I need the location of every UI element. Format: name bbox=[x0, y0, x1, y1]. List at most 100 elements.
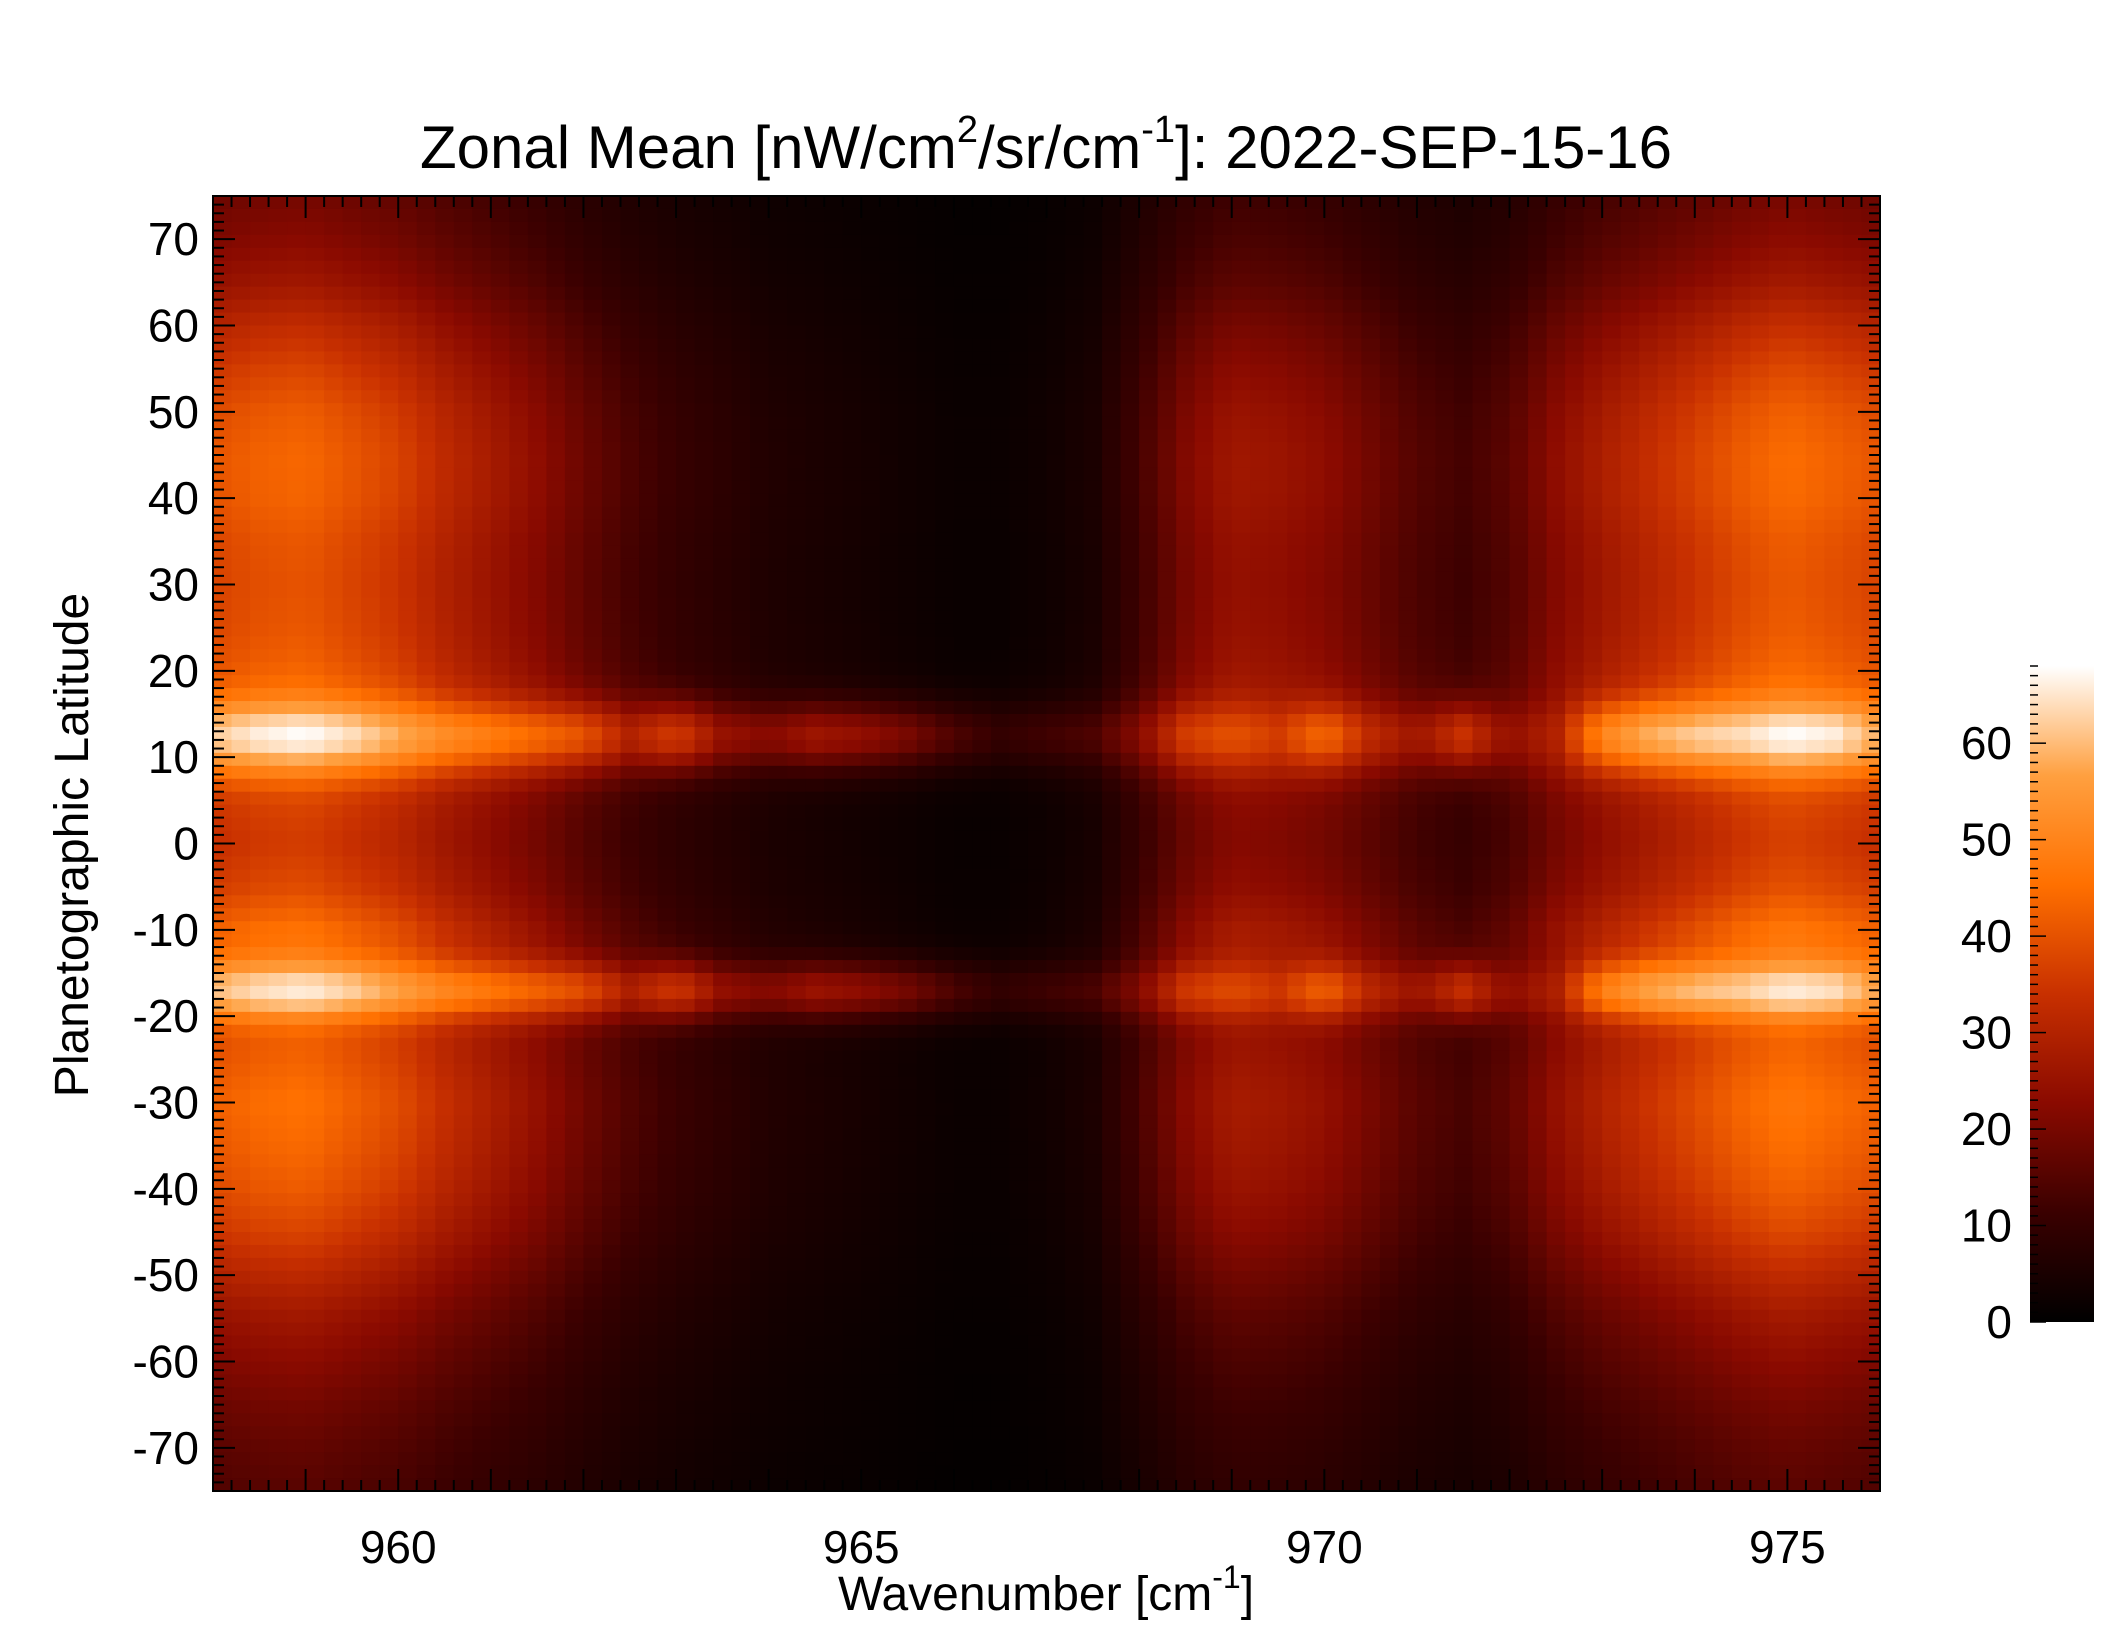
heatmap-cell bbox=[1231, 519, 1251, 534]
heatmap-cell bbox=[953, 739, 974, 754]
heatmap-cell bbox=[787, 442, 807, 456]
heatmap-cell bbox=[1250, 688, 1270, 702]
heatmap-cell bbox=[861, 390, 881, 404]
heatmap-cell bbox=[342, 558, 362, 573]
heatmap-cell bbox=[1861, 843, 1881, 858]
heatmap-cell bbox=[1324, 675, 1344, 689]
heatmap-cell bbox=[1194, 442, 1214, 456]
heatmap-cell bbox=[1268, 364, 1288, 378]
heatmap-cell bbox=[213, 467, 233, 482]
heatmap-cell bbox=[361, 493, 381, 508]
heatmap-cell bbox=[250, 312, 270, 327]
heatmap-cell bbox=[1398, 467, 1418, 482]
heatmap-cell bbox=[379, 714, 399, 728]
heatmap-cell bbox=[805, 636, 825, 650]
heatmap-cell bbox=[990, 532, 1011, 547]
heatmap-cell bbox=[1694, 778, 1714, 793]
heatmap-cell bbox=[546, 869, 566, 883]
heatmap-cell bbox=[416, 532, 436, 547]
heatmap-cell bbox=[1361, 830, 1381, 845]
heatmap-cell bbox=[305, 610, 325, 624]
heatmap-cell bbox=[1509, 455, 1529, 469]
heatmap-cell bbox=[1324, 221, 1344, 236]
heatmap-cell bbox=[1083, 739, 1103, 754]
heatmap-cell bbox=[1213, 429, 1233, 443]
heatmap-cell bbox=[731, 908, 751, 922]
heatmap-cell bbox=[1491, 649, 1511, 663]
heatmap-cell bbox=[750, 791, 770, 806]
heatmap-cell bbox=[1435, 455, 1455, 469]
heatmap-cell bbox=[1009, 739, 1029, 754]
heatmap-cell bbox=[287, 325, 307, 340]
heatmap-cell bbox=[1491, 739, 1511, 754]
heatmap-cell bbox=[1805, 662, 1826, 676]
heatmap-cell bbox=[287, 856, 307, 870]
heatmap-cell bbox=[731, 830, 751, 845]
heatmap-cell bbox=[305, 895, 325, 909]
heatmap-cell bbox=[1305, 351, 1325, 365]
heatmap-cell bbox=[1342, 804, 1362, 819]
heatmap-cell bbox=[1787, 765, 1807, 780]
heatmap-cell bbox=[1305, 791, 1325, 806]
heatmap-cell bbox=[787, 830, 807, 845]
heatmap-cell bbox=[1453, 804, 1474, 819]
heatmap-cell bbox=[1361, 519, 1381, 534]
heatmap-cell bbox=[1768, 688, 1788, 702]
heatmap-cell bbox=[213, 260, 233, 275]
heatmap-cell bbox=[1046, 597, 1066, 611]
heatmap-cell bbox=[305, 286, 325, 301]
heatmap-cell bbox=[1342, 869, 1362, 883]
heatmap-cell bbox=[861, 429, 881, 443]
heatmap-cell bbox=[564, 196, 585, 210]
heatmap-cell bbox=[527, 714, 547, 728]
heatmap-cell bbox=[620, 429, 640, 443]
heatmap-cell bbox=[1268, 649, 1288, 663]
heatmap-cell bbox=[1620, 221, 1640, 236]
heatmap-cell bbox=[972, 817, 992, 832]
heatmap-cell bbox=[1176, 662, 1196, 676]
heatmap-cell bbox=[713, 455, 733, 469]
heatmap-cell bbox=[1565, 778, 1585, 793]
heatmap-cell bbox=[1250, 584, 1270, 599]
heatmap-cell bbox=[268, 506, 288, 521]
heatmap-cell bbox=[1805, 351, 1826, 365]
heatmap-cell bbox=[1102, 234, 1122, 249]
heatmap-cell bbox=[1620, 636, 1640, 650]
heatmap-cell bbox=[231, 390, 251, 404]
heatmap-cell bbox=[1676, 506, 1696, 521]
heatmap-cell bbox=[657, 791, 677, 806]
heatmap-cell bbox=[1398, 480, 1418, 495]
heatmap-cell bbox=[342, 895, 362, 909]
heatmap-cell bbox=[509, 506, 529, 521]
heatmap-cell bbox=[1176, 856, 1196, 870]
heatmap-cell bbox=[601, 377, 622, 391]
heatmap-cell bbox=[1379, 325, 1400, 340]
heatmap-cell bbox=[1491, 429, 1511, 443]
heatmap-cell bbox=[805, 649, 825, 663]
heatmap-cell bbox=[1176, 480, 1196, 495]
heatmap-cell bbox=[935, 247, 955, 262]
heatmap-cell bbox=[1435, 208, 1455, 223]
heatmap-cell bbox=[694, 597, 714, 611]
heatmap-cell bbox=[1046, 493, 1066, 508]
heatmap-cell bbox=[731, 649, 751, 663]
heatmap-cell bbox=[1268, 221, 1288, 236]
heatmap-cell bbox=[731, 584, 751, 599]
heatmap-cell bbox=[916, 247, 936, 262]
heatmap-cell bbox=[1102, 429, 1122, 443]
heatmap-cell bbox=[1676, 869, 1696, 883]
heatmap-cell bbox=[305, 571, 325, 586]
heatmap-cell bbox=[1287, 208, 1307, 223]
heatmap-cell bbox=[1583, 351, 1603, 365]
heatmap-cell bbox=[416, 506, 436, 521]
heatmap-cell bbox=[824, 701, 844, 715]
heatmap-cell bbox=[1305, 325, 1325, 340]
heatmap-cell bbox=[601, 519, 622, 534]
heatmap-cell bbox=[1120, 843, 1140, 858]
heatmap-cell bbox=[472, 675, 492, 689]
heatmap-cell bbox=[713, 364, 733, 378]
heatmap-cell bbox=[879, 273, 899, 288]
heatmap-cell bbox=[601, 532, 622, 547]
heatmap-cell bbox=[1565, 714, 1585, 728]
heatmap-cell bbox=[1157, 442, 1177, 456]
